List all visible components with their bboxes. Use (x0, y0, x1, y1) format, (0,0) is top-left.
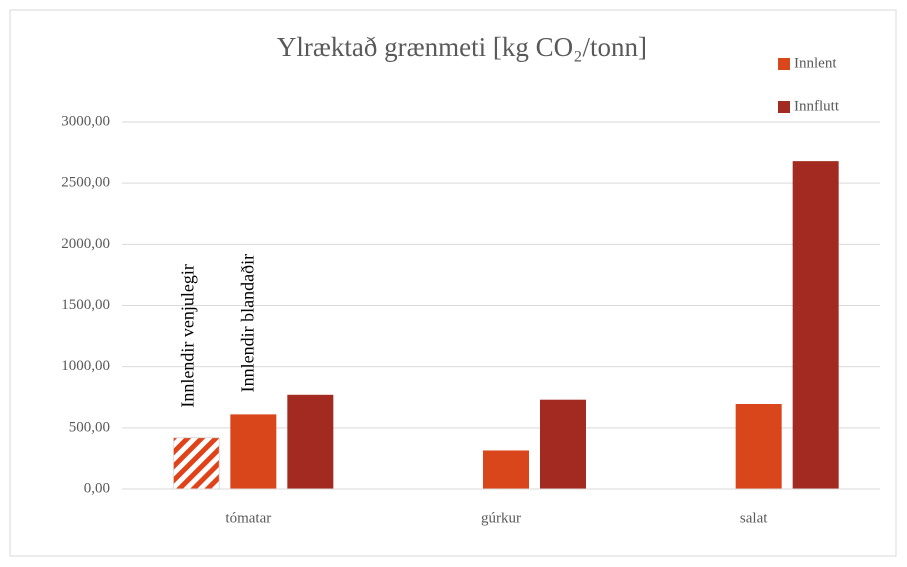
legend-swatch (778, 58, 790, 70)
legend-swatch (778, 101, 790, 113)
legend-label: Innflutt (794, 98, 840, 114)
y-tick-label: 0,00 (84, 480, 110, 496)
bar (230, 414, 277, 489)
bar (540, 399, 586, 489)
legend-label: Innlent (794, 55, 837, 71)
x-tick-label: tómatar (225, 510, 271, 526)
hatched-bar (172, 437, 220, 490)
y-tick-label: 1000,00 (61, 358, 110, 374)
y-tick-label: 2500,00 (61, 175, 110, 191)
y-tick-label: 500,00 (69, 419, 110, 435)
y-tick-label: 2000,00 (61, 236, 110, 252)
bar (287, 394, 334, 489)
bar (483, 450, 529, 489)
annotation: Innlendir venjulegir (177, 264, 197, 407)
y-tick-label: 3000,00 (61, 113, 110, 129)
bar (792, 161, 839, 489)
chart-title: Ylræktað grænmeti [kg CO₂/tonn] (277, 32, 647, 62)
x-tick-label: gúrkur (481, 510, 521, 526)
x-tick-label: salat (740, 510, 768, 526)
y-tick-label: 1500,00 (61, 297, 110, 313)
bar (735, 403, 782, 489)
annotation: Innlendir blandaðir (237, 254, 257, 392)
